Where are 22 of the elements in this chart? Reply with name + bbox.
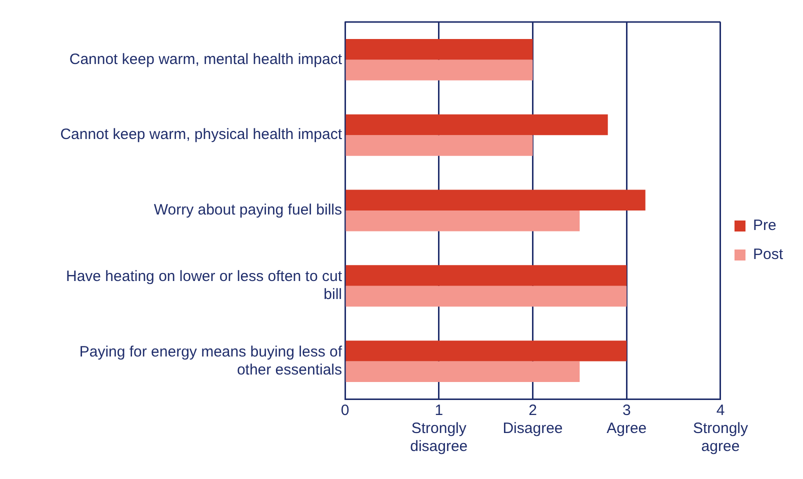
x-tick-label: 2 Disagree <box>502 402 563 438</box>
y-tick-label: Cannot keep warm, mental health impact <box>69 50 343 68</box>
bar <box>346 114 608 136</box>
y-tick-label: Paying for energy means buying less of other essentials <box>79 343 343 378</box>
bar <box>346 135 533 156</box>
x-tick-label: 1 Strongly disagree <box>410 402 468 456</box>
x-tick-label: 3 Agree <box>606 402 647 438</box>
bar <box>346 286 627 307</box>
bar <box>346 60 533 80</box>
y-tick-label: Have heating on lower or less often to cut bill <box>66 268 343 304</box>
bar <box>346 265 627 286</box>
legend-label: Post <box>752 246 784 264</box>
x-tick-label: 0 <box>340 402 350 420</box>
y-tick-label: Worry about paying fuel bills <box>154 202 342 219</box>
bar <box>346 210 580 232</box>
legend-label: Pre <box>752 217 776 234</box>
bar <box>346 361 580 382</box>
bar <box>346 340 627 362</box>
y-tick-label: Cannot keep warm, physical health impact <box>60 126 343 144</box>
bar <box>346 38 533 60</box>
x-tick-label: 4 Strongly agree <box>692 402 748 456</box>
bar <box>346 190 646 210</box>
